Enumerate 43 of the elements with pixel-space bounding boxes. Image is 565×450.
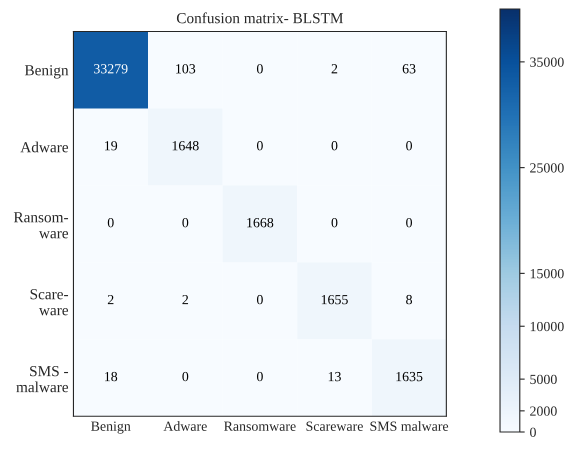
data-label: 19 <box>105 141 118 150</box>
y-tick-label: Adware <box>20 142 68 152</box>
data-label: 33279 <box>94 64 128 74</box>
data-label: 1648 <box>172 141 199 150</box>
data-label: 0 <box>332 141 338 150</box>
data-label: 0 <box>406 218 412 228</box>
y-tick-label: Benign <box>24 65 68 79</box>
data-label: 18 <box>105 372 118 382</box>
x-tick-label: Ransomware <box>224 422 296 431</box>
color-bar-label: 10000 <box>530 322 564 332</box>
color-bar-label: 25000 <box>530 163 564 173</box>
data-label: 0 <box>182 372 188 382</box>
y-tick-label: SMS - malware <box>16 366 68 392</box>
color-bar-label: 2000 <box>530 406 557 416</box>
color-bar-label: 0 <box>530 428 536 437</box>
data-label: 2 <box>332 64 338 74</box>
data-label: 2 <box>182 294 188 304</box>
data-label: 2 <box>108 294 114 304</box>
data-label: 0 <box>256 141 263 150</box>
x-tick-label: Benign <box>91 422 131 434</box>
data-label: 1668 <box>247 218 274 228</box>
data-label: 0 <box>406 141 412 150</box>
data-label: 1655 <box>322 294 348 304</box>
data-label: 0 <box>108 218 114 228</box>
data-label: 1635 <box>396 372 422 382</box>
data-label: 0 <box>182 218 188 228</box>
y-tick-label: Ransom- ware <box>14 212 68 238</box>
x-tick-label: SMS malware <box>370 421 448 431</box>
data-label: 0 <box>332 218 338 228</box>
color-bar-label: 35000 <box>530 57 564 67</box>
x-tick-label: Scareware <box>306 422 363 431</box>
color-bar-label: 15000 <box>530 268 564 278</box>
chart-title: Confusion matrix- BLSTM <box>176 12 344 24</box>
data-label: 0 <box>256 64 263 74</box>
data-label: 63 <box>402 64 416 74</box>
data-label: 0 <box>256 372 263 382</box>
y-tick-label: Scare- ware <box>30 289 68 316</box>
data-label: 13 <box>328 372 341 382</box>
data-label: 0 <box>256 294 263 304</box>
color-bar-label: 5000 <box>530 374 557 384</box>
x-tick-label: Adware <box>163 421 207 431</box>
data-label: 103 <box>176 64 196 74</box>
data-label: 8 <box>406 294 412 304</box>
